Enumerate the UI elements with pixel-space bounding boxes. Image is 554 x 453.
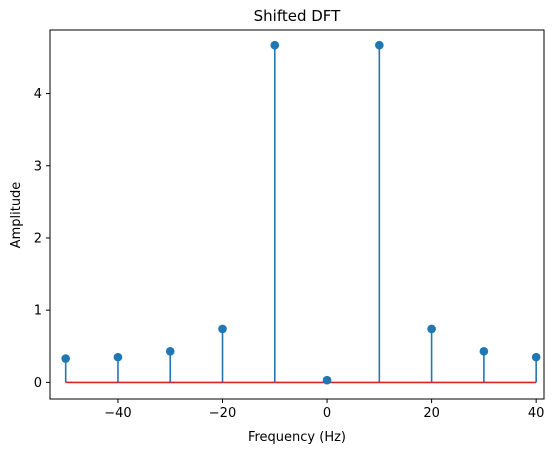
y-tick-label: 3 [34,159,42,174]
x-tick-label: 0 [323,406,331,421]
stem-marker [427,324,436,334]
x-axis-label: Frequency (Hz) [248,430,346,445]
y-tick-label: 2 [34,231,42,246]
y-axis-label: Amplitude [9,182,24,249]
x-tick-label: −20 [209,406,236,421]
y-tick-label: 4 [34,87,42,102]
stem-marker [375,40,384,50]
plot-frame [49,29,545,400]
chart-title: Shifted DFT [254,7,342,25]
y-tick-label: 0 [34,376,42,391]
stem-marker [218,324,227,334]
x-tick-label: −40 [104,406,131,421]
stem-marker [479,347,489,356]
stem-marker [113,352,123,362]
stem-marker [531,352,541,362]
x-tick-label: 20 [423,406,440,421]
x-tick-label: 40 [528,406,545,421]
stem-marker [322,375,332,385]
stem-marker [165,347,175,356]
y-tick-label: 1 [34,304,42,319]
stem-marker [61,354,70,363]
stem-marker [270,40,280,50]
